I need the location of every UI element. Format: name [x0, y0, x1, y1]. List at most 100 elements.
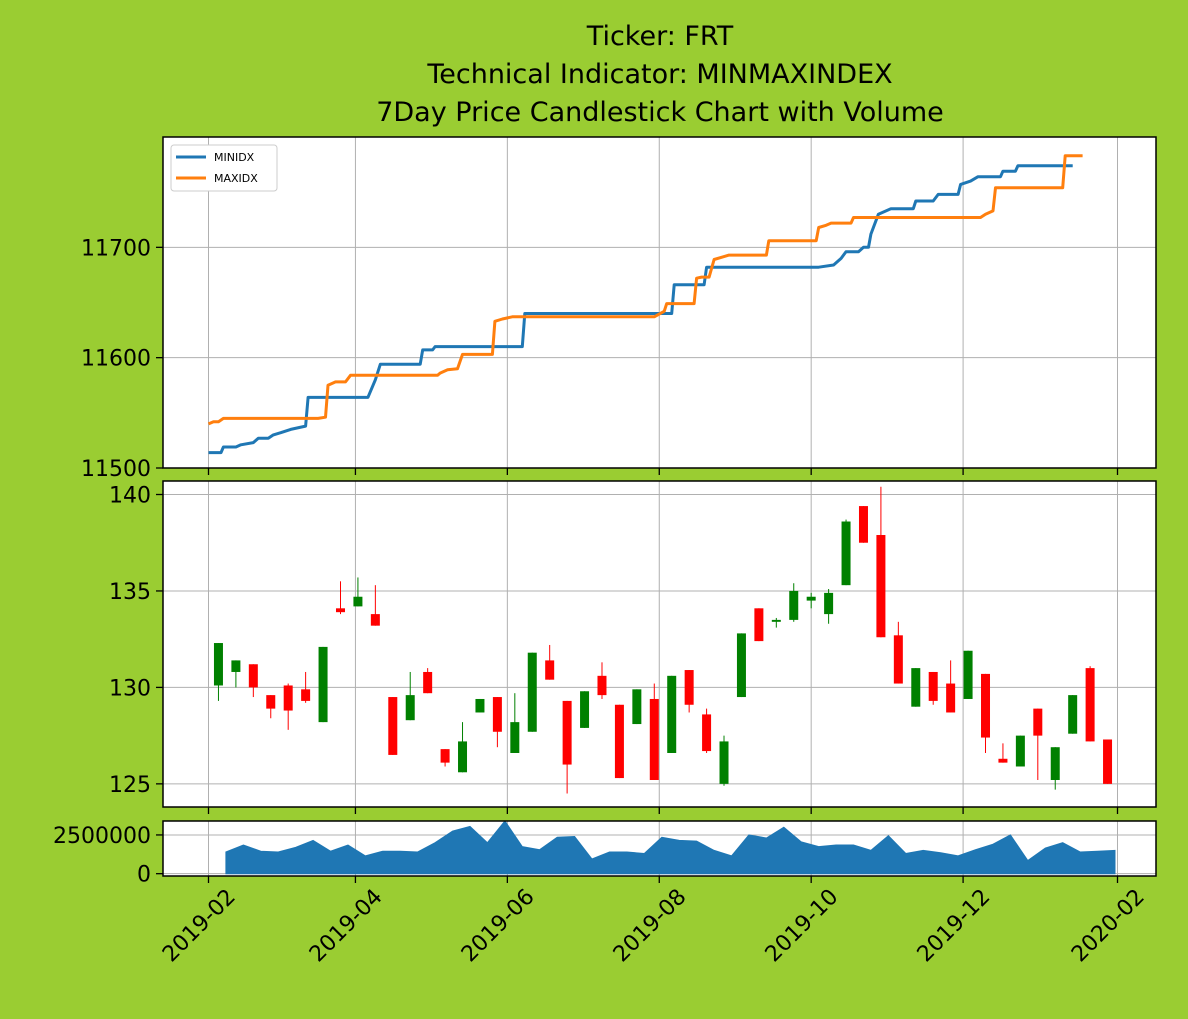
candle: [248, 664, 258, 698]
candle: [981, 673, 991, 753]
candle: [824, 589, 834, 624]
candle: [388, 697, 398, 755]
candle: [667, 675, 677, 753]
candle-body: [231, 660, 241, 672]
candle-body: [928, 671, 938, 701]
candle: [597, 662, 607, 699]
candle: [702, 708, 712, 753]
candle-body: [789, 590, 799, 620]
candle: [405, 671, 415, 721]
y-tick-label-cdl: 125: [109, 773, 151, 798]
y-tick-label-cdl: 135: [109, 580, 151, 605]
candle-body: [527, 652, 537, 732]
candle: [580, 691, 590, 728]
candle-body: [806, 596, 816, 601]
candle-body: [667, 675, 677, 753]
candle: [1085, 666, 1095, 742]
candle-body: [580, 691, 590, 728]
candle-body: [370, 614, 380, 626]
y-tick-label-cdl: 130: [109, 676, 151, 701]
candle-body: [248, 664, 258, 688]
candle-body: [946, 683, 956, 713]
candle-body: [876, 535, 886, 638]
candle: [545, 644, 555, 680]
y-tick-label-cdl: 140: [109, 484, 151, 509]
volume-area: [225, 820, 1116, 875]
candle-body: [353, 596, 363, 607]
candle: [492, 697, 502, 748]
candle-body: [1068, 695, 1078, 734]
candle-body: [1033, 708, 1043, 736]
candle: [423, 668, 433, 694]
indicator-legend: MINIDX MAXIDX: [170, 144, 278, 192]
candlestick-grid: [163, 481, 1156, 807]
candle-body: [771, 619, 781, 622]
candle: [928, 671, 938, 705]
candle-body: [318, 646, 328, 723]
candle-body: [824, 592, 834, 615]
candle: [771, 617, 781, 628]
candle: [458, 722, 468, 773]
chart-title-line-3: 7Day Price Candlestick Chart with Volume: [376, 97, 944, 128]
indicator-lines: [207, 154, 1083, 455]
candle: [1050, 747, 1060, 790]
candle-body: [632, 689, 642, 725]
candle-body: [597, 675, 607, 696]
candle-body: [405, 695, 415, 721]
legend-label-maxidx: MAXIDX: [214, 172, 258, 185]
volume-area-fill: [225, 820, 1116, 875]
indicator-panel: 11500 11600 11700 MINIDX MAXIDX: [81, 136, 1157, 482]
candle-body: [1050, 747, 1060, 780]
candle-body: [440, 749, 450, 763]
candle-body: [562, 700, 572, 765]
candle: [736, 633, 746, 698]
indicator-line-minidx: [208, 164, 1073, 455]
candle: [806, 592, 816, 609]
candle-body: [1085, 668, 1095, 742]
candle-body: [684, 670, 694, 705]
candle: [353, 577, 363, 607]
candle: [475, 698, 485, 713]
candle-body: [266, 695, 276, 709]
candle-body: [1103, 739, 1113, 784]
candle: [719, 735, 729, 786]
candle: [231, 660, 241, 688]
candle-body: [423, 671, 433, 694]
legend-label-minidx: MINIDX: [214, 151, 255, 164]
candle-body: [841, 521, 851, 586]
candle-body: [614, 704, 624, 779]
candle-body: [458, 741, 468, 773]
candle-body: [998, 758, 1008, 763]
candle: [841, 519, 851, 586]
candle: [789, 583, 799, 622]
volume-panel: 0 2500000: [53, 820, 1157, 888]
candlestick-panel: 125 130 135 140: [109, 480, 1157, 808]
y-tick-label-vol: 0: [137, 863, 151, 888]
candle-body: [492, 697, 502, 732]
candle-body: [981, 673, 991, 738]
candle-body: [858, 506, 868, 543]
candle: [963, 650, 973, 699]
candle-body: [754, 608, 764, 642]
candle: [1015, 735, 1025, 767]
candle: [911, 668, 921, 707]
candle-body: [335, 608, 345, 613]
candle-body: [911, 668, 921, 707]
candle-body: [736, 633, 746, 698]
candle-body: [893, 635, 903, 684]
candlestick-bars: [213, 486, 1113, 794]
candle: [301, 671, 311, 703]
y-tick-label-vol: 2500000: [53, 824, 151, 849]
y-tick-label-ind: 11600: [81, 347, 151, 372]
candlestick-y-axis: 125 130 135 140: [109, 484, 163, 798]
candle: [440, 749, 450, 767]
candle-body: [510, 722, 520, 753]
candle: [283, 683, 293, 730]
candle-body: [545, 660, 555, 680]
candle-body: [213, 643, 223, 686]
indicator-y-axis: 11500 11600 11700: [81, 236, 163, 482]
candle: [1103, 739, 1113, 784]
candle-body: [702, 714, 712, 752]
candle: [998, 743, 1008, 763]
candle-body: [963, 650, 973, 699]
